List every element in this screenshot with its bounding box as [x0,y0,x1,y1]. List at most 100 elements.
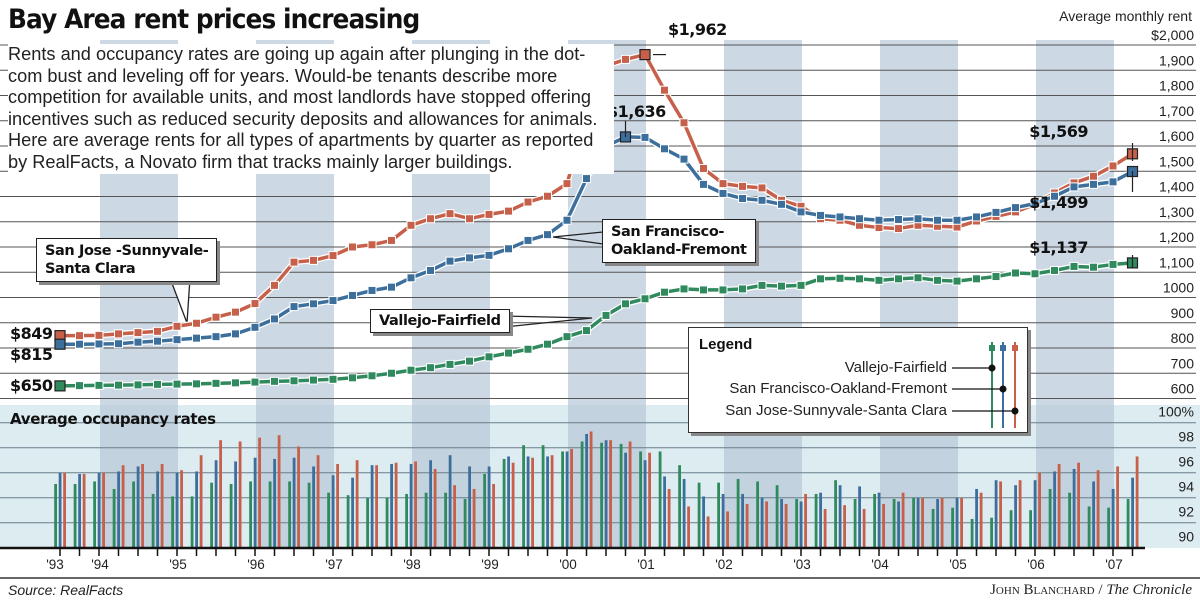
occupancy-bar [312,466,315,548]
occupancy-bar [756,481,759,548]
rent-point [153,379,162,389]
rent-highlight-point [54,380,66,392]
occupancy-bar [892,498,896,548]
credit-publication: The Chronicle [1106,582,1192,598]
occupancy-bar [54,483,57,548]
rent-tick-label: 700 [1171,355,1195,371]
y-axis-label: Average monthly rent [1059,8,1192,24]
occupancy-bar [726,511,729,548]
rent-point [172,379,182,389]
occupancy-bar [882,503,885,548]
rent-point [621,54,630,64]
rent-point [133,328,143,338]
occupancy-bar [429,460,432,548]
occupancy-bar [940,497,944,548]
rent-point [1011,268,1020,278]
occupancy-bar [1077,462,1080,548]
callout-pointer-vallejo [503,315,593,328]
rent-point [114,339,123,349]
rent-tick-label: 1,400 [1159,179,1194,195]
rent-point [601,310,611,320]
occupancy-bar [433,468,437,548]
occupancy-bar [112,488,116,548]
rent-point [855,214,864,224]
rent-point [1069,261,1079,271]
callout-san-jose: San Jose -Sunnyvale- Santa Clara [36,238,218,282]
rent-annotation-label: $1,636 [607,102,666,121]
year-band [1036,40,1114,405]
rent-point [523,235,533,245]
occupancy-bar [414,461,417,548]
occupancy-bar [219,440,222,548]
occupancy-bar [472,488,476,548]
rent-point [874,215,884,225]
rent-point [114,380,123,390]
occupancy-bar [604,440,608,548]
rent-point [757,183,767,193]
occupancy-bar [526,456,530,548]
rent-point [153,336,162,346]
intro-paragraph: Rents and occupancy rates are going up a… [8,44,614,174]
rent-point [699,179,708,189]
callout-vallejo: Vallejo-Fairfield [370,309,510,333]
rent-point [874,275,884,285]
rent-point [718,188,728,198]
x-tick-label: '98 [403,557,421,572]
rent-annotation-label: $849 [10,324,53,343]
occupancy-bar [375,465,378,548]
rent-point [640,294,650,304]
occupancy-tick-label: 96 [1178,454,1194,470]
rent-point [1030,269,1040,279]
occupancy-bar [658,451,662,548]
rent-point [231,378,240,388]
rent-tick-label: 1,700 [1159,103,1194,119]
occupancy-bar [468,466,471,548]
occupancy-bar [589,431,593,548]
rent-point [562,179,572,189]
legend-entry-san-francisco: San Francisco-Oakland-Fremont [729,380,947,397]
x-tick-label: '99 [481,557,499,572]
occupancy-bar [960,497,963,548]
rent-point [192,318,201,328]
rent-point [328,251,338,261]
rent-point [991,207,1001,217]
occupancy-bar [336,463,339,548]
occupancy-bar [268,481,272,548]
credit: John Blanchard / The Chronicle [990,582,1192,599]
occupancy-bar [132,481,135,548]
occupancy-bar [639,451,642,548]
x-tick-label: '03 [793,557,811,572]
rent-point [991,272,1001,282]
rent-point [445,209,455,219]
x-tick-label: '94 [91,557,109,572]
page-title: Bay Area rent prices increasing [8,4,420,35]
rent-point [1089,262,1098,272]
rent-point [172,335,182,345]
occupancy-bar [448,455,452,548]
rent-point [543,191,552,201]
occupancy-bar [931,508,935,548]
occupancy-bar [180,470,183,548]
rent-point [387,235,396,245]
callout-pointer-san-francisco [552,231,604,245]
occupancy-bar [580,441,584,548]
rent-point [250,322,260,332]
occupancy-bar [838,485,842,548]
rent-tick-label: $2,000 [1151,27,1194,43]
occupancy-bar [507,456,510,548]
occupancy-bar [63,472,66,548]
rent-point [699,285,708,295]
occupancy-bar [351,477,354,548]
occupancy-bar [307,482,311,548]
rent-point [660,287,669,297]
occupancy-bar [136,466,140,548]
rent-annotation-label: $650 [10,376,53,395]
occupancy-bar [97,472,101,548]
rent-point [367,240,377,250]
rent-point [75,339,84,349]
rent-point [231,329,240,339]
rent-point [426,363,435,373]
rent-point [543,230,552,240]
rent-point [718,285,728,295]
occupancy-tick-label: 100% [1158,404,1194,420]
